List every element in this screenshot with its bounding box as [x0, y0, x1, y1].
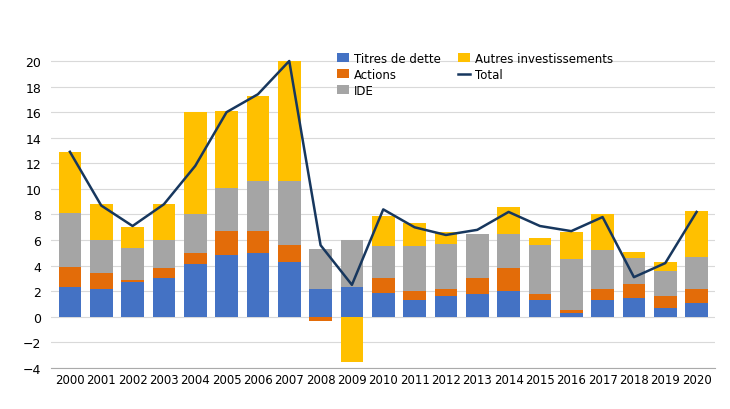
Bar: [247, 231, 269, 253]
Bar: [434, 233, 457, 244]
Bar: [58, 267, 81, 288]
Bar: [403, 247, 426, 292]
Bar: [247, 96, 269, 182]
Bar: [403, 301, 426, 317]
Bar: [215, 231, 238, 256]
Bar: [90, 240, 112, 274]
Bar: [372, 247, 394, 279]
Bar: [434, 297, 457, 317]
Bar: [623, 258, 645, 284]
Bar: [591, 289, 614, 301]
Bar: [497, 234, 520, 269]
Bar: [341, 288, 364, 317]
Bar: [278, 262, 301, 317]
Bar: [153, 279, 175, 317]
Bar: [529, 301, 551, 317]
Bar: [372, 279, 394, 293]
Bar: [497, 207, 520, 234]
Bar: [58, 288, 81, 317]
Bar: [654, 308, 677, 317]
Bar: [278, 62, 301, 182]
Bar: [58, 153, 81, 213]
Bar: [654, 297, 677, 308]
Bar: [184, 113, 207, 215]
Bar: [153, 269, 175, 279]
Bar: [560, 311, 583, 313]
Bar: [497, 292, 520, 317]
Bar: [90, 205, 112, 240]
Bar: [278, 245, 301, 262]
Bar: [560, 233, 583, 260]
Bar: [215, 112, 238, 188]
Bar: [623, 284, 645, 298]
Bar: [434, 289, 457, 297]
Bar: [529, 238, 551, 245]
Bar: [372, 216, 394, 247]
Bar: [403, 224, 426, 247]
Bar: [121, 283, 144, 317]
Bar: [466, 234, 488, 279]
Bar: [90, 289, 112, 317]
Bar: [654, 262, 677, 271]
Bar: [685, 289, 708, 303]
Bar: [184, 265, 207, 317]
Bar: [623, 252, 645, 258]
Bar: [153, 205, 175, 240]
Bar: [623, 298, 645, 317]
Bar: [372, 293, 394, 317]
Bar: [121, 228, 144, 248]
Bar: [278, 182, 301, 245]
Bar: [466, 294, 488, 317]
Bar: [529, 245, 551, 294]
Bar: [215, 256, 238, 317]
Bar: [215, 188, 238, 231]
Bar: [466, 279, 488, 294]
Bar: [685, 211, 708, 257]
Bar: [685, 303, 708, 317]
Bar: [341, 240, 364, 288]
Bar: [58, 213, 81, 267]
Legend: Titres de dette, Actions, IDE, Autres investissements, Total: Titres de dette, Actions, IDE, Autres in…: [336, 52, 614, 99]
Bar: [685, 257, 708, 289]
Bar: [434, 244, 457, 289]
Bar: [310, 317, 332, 321]
Bar: [591, 215, 614, 251]
Bar: [184, 253, 207, 265]
Bar: [247, 253, 269, 317]
Bar: [591, 251, 614, 289]
Bar: [310, 249, 332, 289]
Bar: [184, 215, 207, 253]
Bar: [529, 294, 551, 301]
Bar: [153, 240, 175, 269]
Bar: [497, 269, 520, 292]
Bar: [560, 260, 583, 311]
Bar: [121, 280, 144, 283]
Bar: [341, 317, 364, 362]
Bar: [247, 182, 269, 231]
Bar: [403, 292, 426, 301]
Bar: [591, 301, 614, 317]
Bar: [310, 289, 332, 317]
Bar: [121, 248, 144, 280]
Bar: [654, 271, 677, 297]
Bar: [90, 274, 112, 289]
Bar: [560, 313, 583, 317]
